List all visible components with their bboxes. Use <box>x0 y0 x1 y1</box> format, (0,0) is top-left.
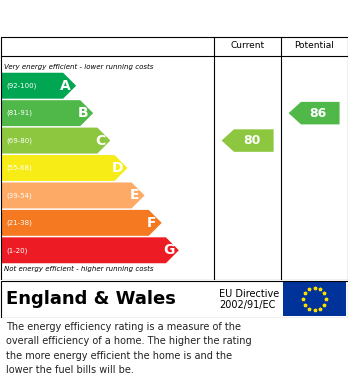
Text: G: G <box>163 243 174 257</box>
Polygon shape <box>288 102 340 124</box>
Text: (92-100): (92-100) <box>6 83 37 89</box>
Text: F: F <box>147 216 156 230</box>
Text: (39-54): (39-54) <box>6 192 32 199</box>
Text: Current: Current <box>230 41 265 50</box>
Text: B: B <box>78 106 88 120</box>
Polygon shape <box>2 100 93 126</box>
Text: (81-91): (81-91) <box>6 110 32 117</box>
Text: Energy Efficiency Rating: Energy Efficiency Rating <box>10 11 232 25</box>
Polygon shape <box>2 73 76 99</box>
Text: 80: 80 <box>243 134 260 147</box>
Text: The energy efficiency rating is a measure of the
overall efficiency of a home. T: The energy efficiency rating is a measur… <box>6 322 252 375</box>
Text: E: E <box>129 188 139 203</box>
Text: Potential: Potential <box>294 41 334 50</box>
Polygon shape <box>2 237 179 263</box>
Polygon shape <box>222 129 274 152</box>
Text: 86: 86 <box>309 107 327 120</box>
Text: C: C <box>95 134 105 147</box>
Text: (21-38): (21-38) <box>6 220 32 226</box>
Text: EU Directive: EU Directive <box>219 289 279 300</box>
Text: (1-20): (1-20) <box>6 247 27 253</box>
Polygon shape <box>2 127 110 154</box>
Bar <box>283 282 346 316</box>
Polygon shape <box>2 183 144 208</box>
Text: 2002/91/EC: 2002/91/EC <box>219 300 275 310</box>
Polygon shape <box>2 155 127 181</box>
Text: (69-80): (69-80) <box>6 137 32 144</box>
Text: D: D <box>111 161 123 175</box>
Text: A: A <box>60 79 71 93</box>
Text: England & Wales: England & Wales <box>6 290 176 308</box>
Text: Not energy efficient - higher running costs: Not energy efficient - higher running co… <box>4 266 153 272</box>
Text: (55-68): (55-68) <box>6 165 32 171</box>
Text: Very energy efficient - lower running costs: Very energy efficient - lower running co… <box>4 64 153 70</box>
Polygon shape <box>2 210 162 236</box>
